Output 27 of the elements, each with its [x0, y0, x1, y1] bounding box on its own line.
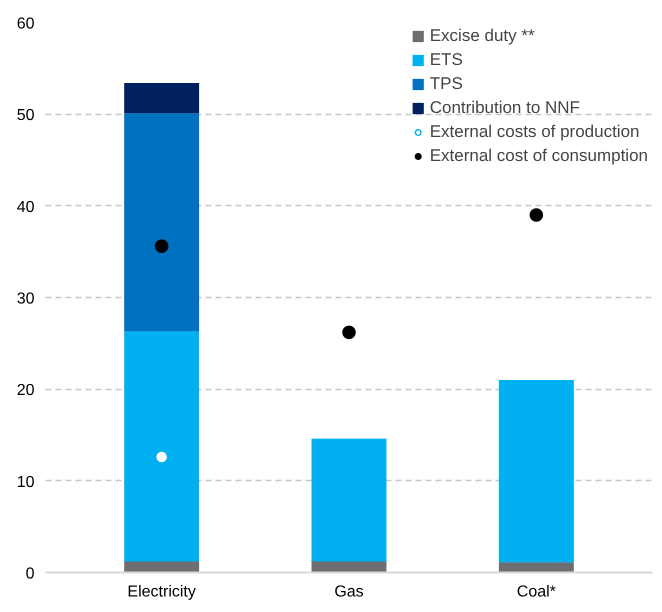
legend-label: Excise duty **: [430, 26, 535, 46]
legend-label: TPS: [430, 74, 463, 94]
point: [154, 450, 168, 464]
legend-label: External costs of production: [430, 122, 640, 142]
bar: [124, 113, 200, 332]
bar: [498, 380, 574, 562]
bar: [124, 83, 200, 114]
x-tick-label: Gas: [334, 584, 364, 600]
point: [530, 208, 544, 222]
y-tick-label: 20: [16, 382, 35, 400]
legend-label: ETS: [430, 50, 463, 70]
bar: [124, 562, 200, 572]
x-tick-label: Electricity: [127, 584, 196, 600]
bar: [124, 331, 200, 562]
legend-label: Contribution to NNF: [430, 98, 580, 118]
y-tick-label: 60: [16, 16, 35, 32]
legend-label: External cost of consumption: [430, 146, 648, 166]
y-tick-label: 30: [16, 290, 35, 308]
bar: [312, 562, 386, 572]
point: [342, 326, 356, 340]
x-tick-label: Coal*: [516, 584, 556, 600]
y-tick-label: 50: [16, 107, 35, 124]
y-tick-label: 0: [26, 566, 35, 582]
y-tick-label: 40: [16, 198, 35, 216]
point: [154, 239, 168, 253]
y-tick-label: 10: [16, 474, 35, 491]
bar: [312, 438, 386, 562]
